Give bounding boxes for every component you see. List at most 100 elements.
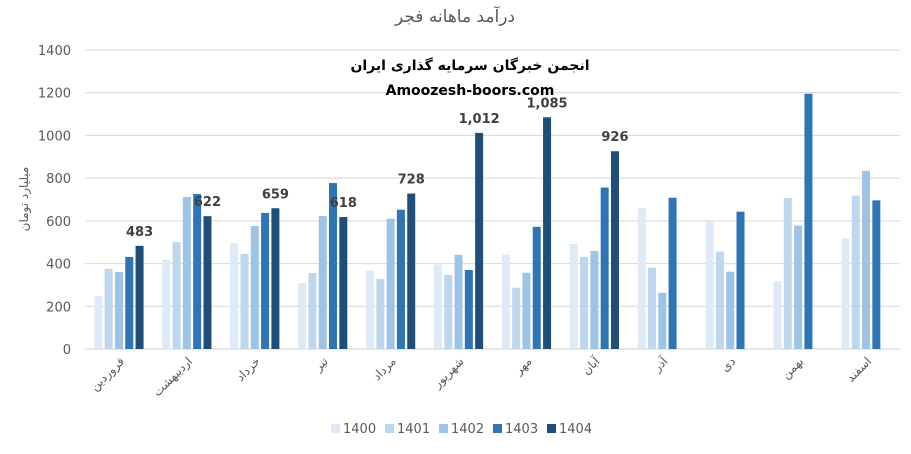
watermark-title: انجمن خبرگان سرمایه گذاری ایران	[350, 57, 589, 74]
y-tick-label: 1400	[38, 44, 71, 59]
data-label: 1,012	[459, 112, 500, 127]
bar-1402	[522, 272, 531, 349]
bar-1401	[783, 198, 792, 349]
bar-1400	[298, 283, 307, 349]
x-tick-label: آبان	[578, 353, 603, 378]
legend-swatch-1402	[439, 424, 448, 433]
bar-1400	[773, 281, 782, 349]
y-tick-label: 1200	[38, 87, 71, 102]
bar-1401	[172, 242, 181, 349]
legend-swatch-1404	[547, 424, 556, 433]
bar-1401	[851, 195, 860, 349]
bar-1403	[464, 269, 473, 349]
bar-1403	[125, 256, 134, 349]
legend-label: 1404	[559, 422, 592, 437]
bar-1402	[182, 196, 191, 349]
bar-1400	[162, 259, 171, 349]
y-axis-label: میلیارد تومان	[17, 167, 32, 232]
bar-1401	[376, 278, 385, 349]
x-axis-ticks: فروردین اردیبهشت خرداد تیر مرداد شهریور مهر آبا…	[88, 353, 875, 400]
x-tick-label: دی	[718, 354, 738, 374]
legend: 1400 1401 1402 1403 1404	[331, 422, 592, 437]
bar-1401	[104, 268, 113, 349]
bar-1402	[658, 292, 667, 349]
data-label: 1,085	[526, 96, 567, 111]
bar-1403	[532, 226, 541, 349]
x-tick-label: فروردین	[88, 354, 128, 394]
y-tick-label: 400	[46, 258, 71, 273]
bar-1403	[261, 212, 270, 349]
legend-swatch-1401	[385, 424, 394, 433]
x-tick-label: آذر	[649, 353, 672, 376]
bar-1400	[433, 264, 442, 349]
bar-1400	[637, 208, 646, 349]
bar-1404	[203, 216, 212, 349]
bar-1402	[590, 250, 599, 349]
legend-swatch-1403	[493, 424, 502, 433]
bar-1403	[396, 209, 405, 349]
data-label: 622	[194, 195, 221, 210]
bar-1402	[862, 170, 871, 349]
bar-1401	[240, 253, 249, 349]
data-label: 728	[398, 173, 425, 188]
legend-label: 1403	[505, 422, 538, 437]
data-label: 618	[330, 196, 357, 211]
bar-1403	[600, 187, 609, 349]
bar-1401	[512, 287, 521, 349]
legend-label: 1401	[397, 422, 430, 437]
data-label: 659	[262, 187, 289, 202]
y-tick-label: 1000	[38, 129, 71, 144]
data-label: 926	[601, 130, 628, 145]
bar-1400	[94, 296, 103, 349]
x-tick-label: اردیبهشت	[150, 354, 196, 400]
x-tick-label: شهریور	[430, 354, 468, 392]
bar-1404	[610, 151, 619, 349]
x-tick-label: مهر	[511, 354, 535, 378]
bar-1402	[386, 218, 395, 349]
bar-1400	[841, 238, 850, 349]
bar-1403	[804, 93, 813, 350]
bar-1401	[647, 267, 656, 349]
y-tick-label: 0	[63, 343, 71, 358]
bar-1404	[339, 217, 348, 349]
y-tick-label: 600	[46, 215, 71, 230]
legend-label: 1402	[451, 422, 484, 437]
watermark-url: Amoozesh-boors.com	[386, 83, 555, 99]
x-tick-label: مرداد	[370, 354, 400, 384]
bar-1401	[715, 251, 724, 349]
x-tick-label: تیر	[311, 354, 332, 375]
legend-label: 1400	[343, 422, 376, 437]
bar-1401	[580, 256, 589, 349]
y-axis-ticks: 0 200 400 600 800 1000 1200 1400	[38, 44, 71, 358]
x-tick-label: بهمن	[779, 354, 807, 382]
data-label: 483	[126, 225, 153, 240]
legend-swatch-1400	[331, 424, 340, 433]
bar-1402	[454, 254, 463, 349]
x-tick-label: اسفند	[843, 354, 874, 385]
bar-1403	[329, 183, 338, 349]
bar-1404	[543, 117, 552, 350]
bar-1400	[230, 243, 239, 349]
bar-1401	[308, 272, 317, 349]
bar-1402	[250, 225, 259, 349]
bar-1404	[407, 193, 416, 349]
y-tick-label: 800	[46, 172, 71, 187]
chart-title: درآمد ماهانه فجر	[394, 5, 515, 27]
bar-1402	[114, 272, 123, 349]
bar-1402	[318, 215, 327, 349]
bar-1403	[872, 200, 881, 349]
x-tick-label: خرداد	[233, 354, 263, 384]
bar-1404	[135, 245, 144, 349]
bar-1400	[501, 254, 510, 349]
bar-1403	[736, 211, 745, 349]
bar-1404	[271, 208, 280, 349]
bar-1400	[569, 243, 578, 349]
bar-1403	[668, 197, 677, 349]
gridlines	[85, 49, 900, 350]
bar-1402	[726, 271, 735, 349]
bar-1400	[366, 270, 375, 349]
bar-1402	[794, 225, 803, 349]
bar-1401	[444, 274, 453, 349]
bar-1400	[705, 221, 714, 349]
